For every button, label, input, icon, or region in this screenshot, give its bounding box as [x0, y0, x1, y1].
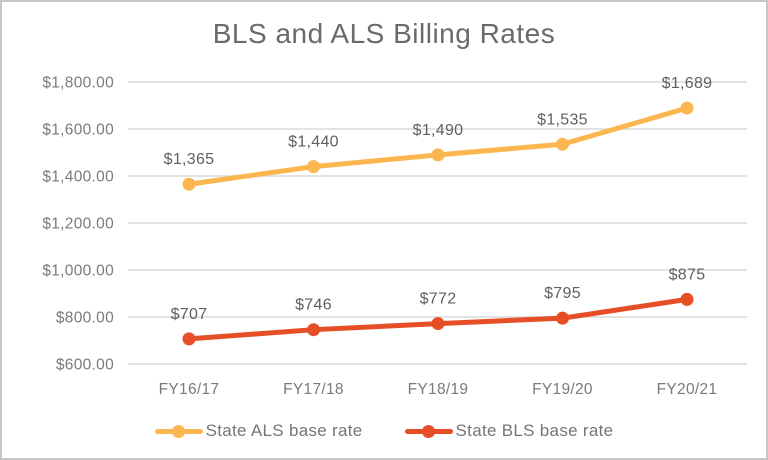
data-point-marker[interactable]: [680, 292, 694, 306]
x-axis-tick-label: FY16/17: [159, 381, 220, 398]
legend-label-bls: State BLS base rate: [455, 421, 614, 440]
data-point-label: $1,689: [662, 75, 713, 92]
y-axis-tick-label: $1,000.00: [42, 263, 114, 280]
data-point-marker[interactable]: [307, 160, 320, 174]
y-axis-tick-label: $1,200.00: [42, 216, 114, 233]
data-point-label: $746: [295, 297, 332, 314]
chart-legend: State ALS base rate State BLS base rate: [2, 421, 766, 441]
data-point-marker[interactable]: [556, 311, 569, 325]
data-point-label: $795: [544, 285, 581, 302]
data-point-label: $1,490: [413, 122, 464, 139]
data-point-label: $772: [420, 291, 457, 308]
y-axis-tick-label: $800.00: [56, 310, 114, 327]
x-axis-tick-label: FY20/21: [657, 381, 718, 398]
bls-dot-icon: [422, 424, 436, 438]
data-point-marker[interactable]: [182, 332, 196, 346]
data-point-label: $1,535: [537, 111, 588, 128]
data-point-label: $1,365: [164, 151, 215, 168]
als-series-line: [186, 105, 690, 187]
data-point-marker[interactable]: [182, 177, 196, 191]
data-point-marker[interactable]: [556, 137, 569, 151]
y-axis-tick-label: $1,400.00: [42, 169, 114, 186]
als-dot-icon: [172, 424, 186, 438]
data-point-marker[interactable]: [431, 148, 445, 162]
bls-line-marker-icon: [404, 424, 453, 438]
data-point-marker[interactable]: [680, 101, 694, 115]
x-axis-tick-label: FY17/18: [283, 381, 344, 398]
legend-label-als: State ALS base rate: [205, 421, 363, 440]
legend-item-als[interactable]: State ALS base rate: [154, 421, 363, 441]
data-point-label: $1,440: [288, 134, 339, 151]
als-line-marker-icon: [154, 424, 203, 438]
data-point-marker[interactable]: [431, 317, 445, 331]
data-point-label: $707: [171, 306, 208, 323]
x-axis-tick-label: FY19/20: [532, 381, 593, 398]
chart-title: BLS and ALS Billing Rates: [212, 18, 556, 49]
data-point-marker[interactable]: [307, 323, 320, 337]
y-axis-tick-label: $600.00: [56, 357, 114, 374]
legend-item-bls[interactable]: State BLS base rate: [404, 421, 614, 441]
data-point-label: $875: [669, 266, 706, 283]
y-axis-tick-label: $1,600.00: [42, 122, 114, 139]
y-axis-tick-label: $1,800.00: [42, 75, 114, 92]
x-axis-tick-label: FY18/19: [408, 381, 469, 398]
